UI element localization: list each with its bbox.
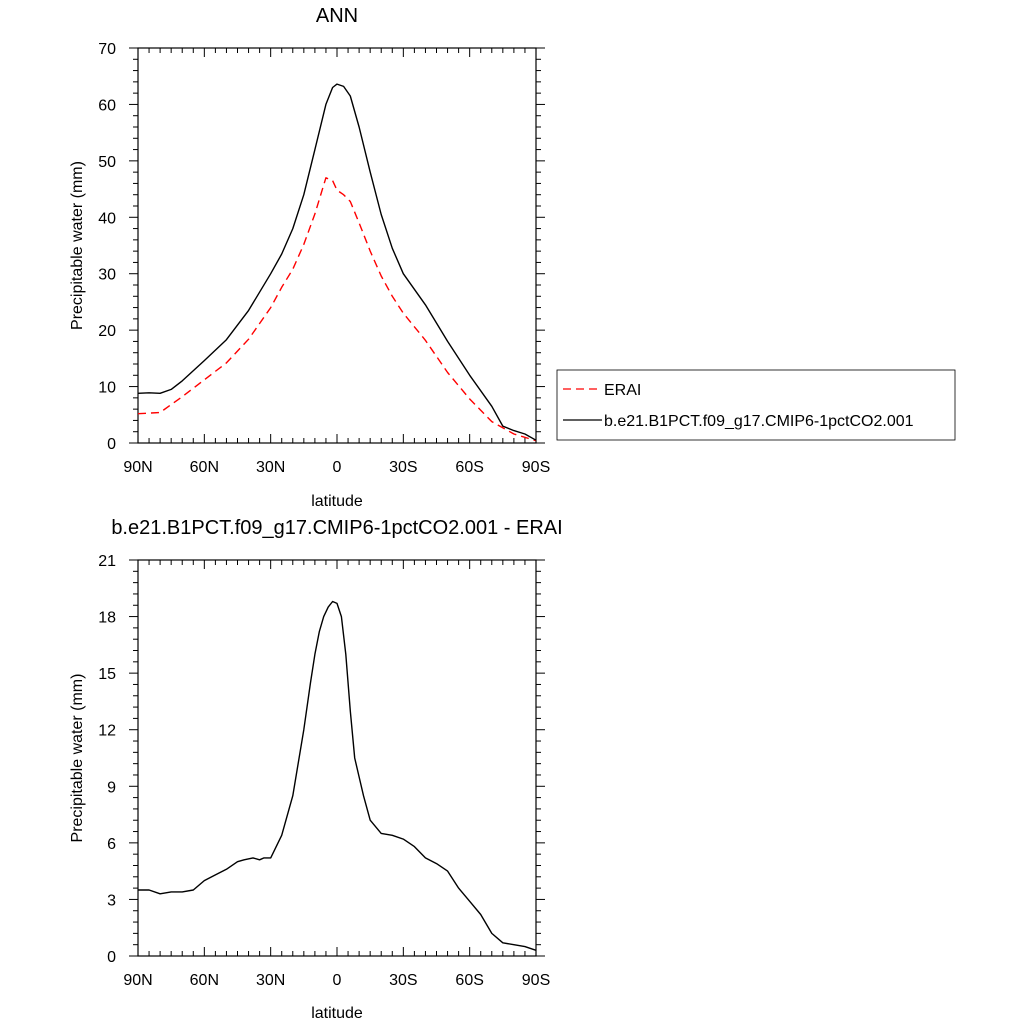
legend: ERAI b.e21.B1PCT.f09_g17.CMIP6-1pctCO2.0… (556, 369, 956, 441)
top-y-tick-label: 40 (98, 210, 116, 227)
legend-label-erai: ERAI (604, 382, 641, 399)
bottom-x-tick-label: 60N (190, 972, 219, 989)
bottom-chart: b.e21.B1PCT.f09_g17.CMIP6-1pctCO2.001 - … (69, 517, 563, 1022)
top-x-tick-label: 90N (123, 459, 152, 476)
bottom-x-tick-label: 90S (522, 972, 550, 989)
bottom-x-tick-label: 30N (256, 972, 285, 989)
legend-box (556, 369, 956, 441)
bottom-x-tick-label: 90N (123, 972, 152, 989)
bottom-y-tick-label: 6 (107, 836, 116, 853)
bottom-y-tick-label: 9 (107, 779, 116, 796)
bottom-y-tick-label: 18 (98, 610, 116, 627)
top-x-tick-label: 90S (522, 459, 550, 476)
legend-label-model: b.e21.B1PCT.f09_g17.CMIP6-1pctCO2.001 (604, 413, 914, 430)
top-y-tick-label: 50 (98, 154, 116, 171)
bottom-x-tick-label: 0 (333, 972, 342, 989)
top-chart: ANN 90N 60N 30N 0 30S 60S 90S 0 10 20 30 40 50 60 70 l… (69, 5, 550, 510)
top-x-tick-label: 30N (256, 459, 285, 476)
bottom-y-tick-label: 15 (98, 666, 116, 683)
top-chart-x-axis-title: latitude (311, 493, 363, 510)
bottom-y-tick-label: 3 (107, 892, 116, 909)
top-y-tick-label: 20 (98, 323, 116, 340)
top-x-tick-label: 60N (190, 459, 219, 476)
top-series-line-erai (137, 177, 537, 442)
bottom-x-tick-label: 30S (389, 972, 417, 989)
bottom-plot-frame (137, 559, 537, 957)
bottom-x-tick-label: 60S (455, 972, 483, 989)
top-y-tick-label: 0 (107, 436, 116, 453)
bottom-chart-x-axis-title: latitude (311, 1005, 363, 1022)
bottom-chart-ticks: 90N 60N 30N 0 30S 60S 90S 0 3 6 9 12 15 18 21 (98, 553, 550, 989)
top-x-tick-label: 0 (333, 459, 342, 476)
bottom-y-tick-label: 21 (98, 553, 116, 570)
bottom-y-tick-label: 0 (107, 949, 116, 966)
bottom-y-tick-label: 12 (98, 723, 116, 740)
top-y-tick-label: 60 (98, 97, 116, 114)
top-x-tick-label: 30S (389, 459, 417, 476)
top-series-line-model (137, 83, 537, 441)
top-y-tick-label: 70 (98, 41, 116, 58)
top-chart-title: ANN (316, 5, 358, 27)
bottom-chart-lines (138, 600, 537, 951)
bottom-chart-title: b.e21.B1PCT.f09_g17.CMIP6-1pctCO2.001 - … (111, 517, 562, 539)
top-x-tick-label: 60S (455, 459, 483, 476)
top-y-tick-label: 10 (98, 380, 116, 397)
bottom-chart-y-axis-title: Precipitable water (mm) (69, 674, 86, 843)
bottom-series-line-difference (138, 600, 537, 951)
top-y-tick-label: 30 (98, 267, 116, 284)
top-chart-ticks: 90N 60N 30N 0 30S 60S 90S 0 10 20 30 40 50 60 70 (98, 41, 550, 476)
top-chart-lines (137, 83, 537, 442)
top-chart-y-axis-title: Precipitable water (mm) (69, 161, 86, 330)
